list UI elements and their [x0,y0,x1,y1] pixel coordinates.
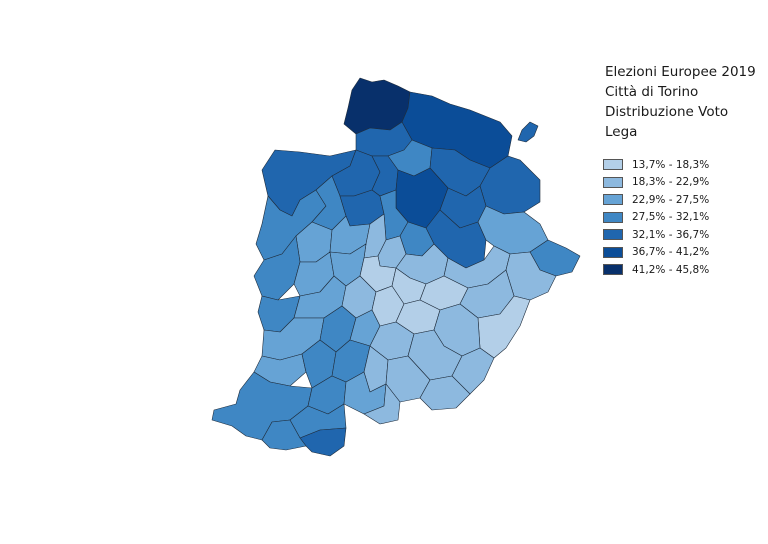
legend-label: 32,1% - 36,7% [632,228,710,241]
legend-swatch [603,176,623,188]
legend-swatch [603,264,623,276]
legend-label: 13,7% - 18,3% [632,158,710,171]
legend-label: 27,5% - 32,1% [632,211,710,224]
map-zone-island [517,121,539,143]
legend-item: 36,7% - 41,2% [603,244,709,262]
map-zone-south-west-tail [261,419,307,451]
legend-swatch [603,194,623,206]
map-zone-south-tip [299,427,347,457]
legend: 13,7% - 18,3% 18,3% - 22,9% 22,9% - 27,5… [603,156,709,279]
legend-label: 18,3% - 22,9% [632,176,710,189]
title-line-2: Città di Torino [605,84,699,100]
legend-item: 41,2% - 45,8% [603,261,709,279]
title-line-3: Distribuzione Voto [605,104,729,120]
legend-item: 13,7% - 18,3% [603,156,709,174]
legend-swatch [603,159,623,171]
title-line-4: Lega [605,124,638,140]
legend-item: 32,1% - 36,7% [603,226,709,244]
legend-item: 18,3% - 22,9% [603,174,709,192]
legend-item: 22,9% - 27,5% [603,191,709,209]
legend-swatch [603,211,623,223]
legend-swatch [603,229,623,241]
legend-label: 22,9% - 27,5% [632,193,710,206]
legend-swatch [603,246,623,258]
legend-label: 36,7% - 41,2% [632,246,710,259]
map-zone-south-3 [363,383,401,425]
legend-item: 27,5% - 32,1% [603,209,709,227]
map-title: Elezioni Europee 2019 Città di Torino Di… [605,62,765,142]
legend-label: 41,2% - 45,8% [632,263,710,276]
map-zone-south-center-7 [419,375,471,411]
title-line-1: Elezioni Europee 2019 [605,64,756,80]
